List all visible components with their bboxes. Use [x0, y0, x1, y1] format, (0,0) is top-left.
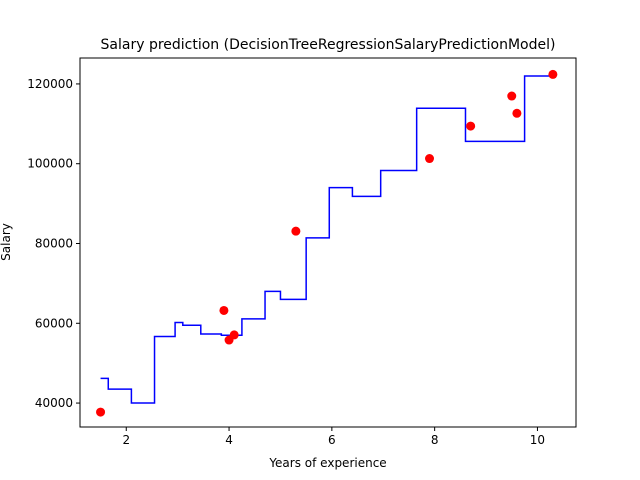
y-tick-label-100000: 100000 [27, 157, 73, 171]
x-tick-label-8: 8 [431, 433, 439, 447]
plot-frame [79, 57, 577, 428]
data-point-3 [229, 330, 239, 340]
x-tick-label-10: 10 [530, 433, 545, 447]
tick-layer: 2 4 6 8 10 40000 60000 80000 100000 120000 [27, 77, 545, 447]
y-tick-label-80000: 80000 [35, 236, 73, 250]
data-point-7 [507, 91, 517, 101]
data-point-1 [219, 305, 229, 315]
data-point-8 [512, 108, 522, 118]
prediction-step-line [100, 75, 553, 404]
y-tick-label-60000: 60000 [35, 316, 73, 330]
data-point-6 [466, 121, 476, 131]
data-point-5 [425, 154, 435, 164]
plot-layer [96, 69, 558, 417]
y-tick-label-120000: 120000 [27, 77, 73, 91]
y-tick-label-40000: 40000 [35, 396, 73, 410]
data-point-9 [548, 69, 558, 79]
x-tick-label-4: 4 [225, 433, 233, 447]
x-tick-label-6: 6 [328, 433, 336, 447]
data-point-0 [96, 407, 106, 417]
x-axis-label: Years of experience [268, 456, 386, 470]
chart-title: Salary prediction (DecisionTreeRegressio… [101, 37, 556, 53]
y-axis-label: Salary [0, 223, 13, 261]
data-point-4 [291, 226, 301, 236]
x-tick-label-2: 2 [122, 433, 130, 447]
